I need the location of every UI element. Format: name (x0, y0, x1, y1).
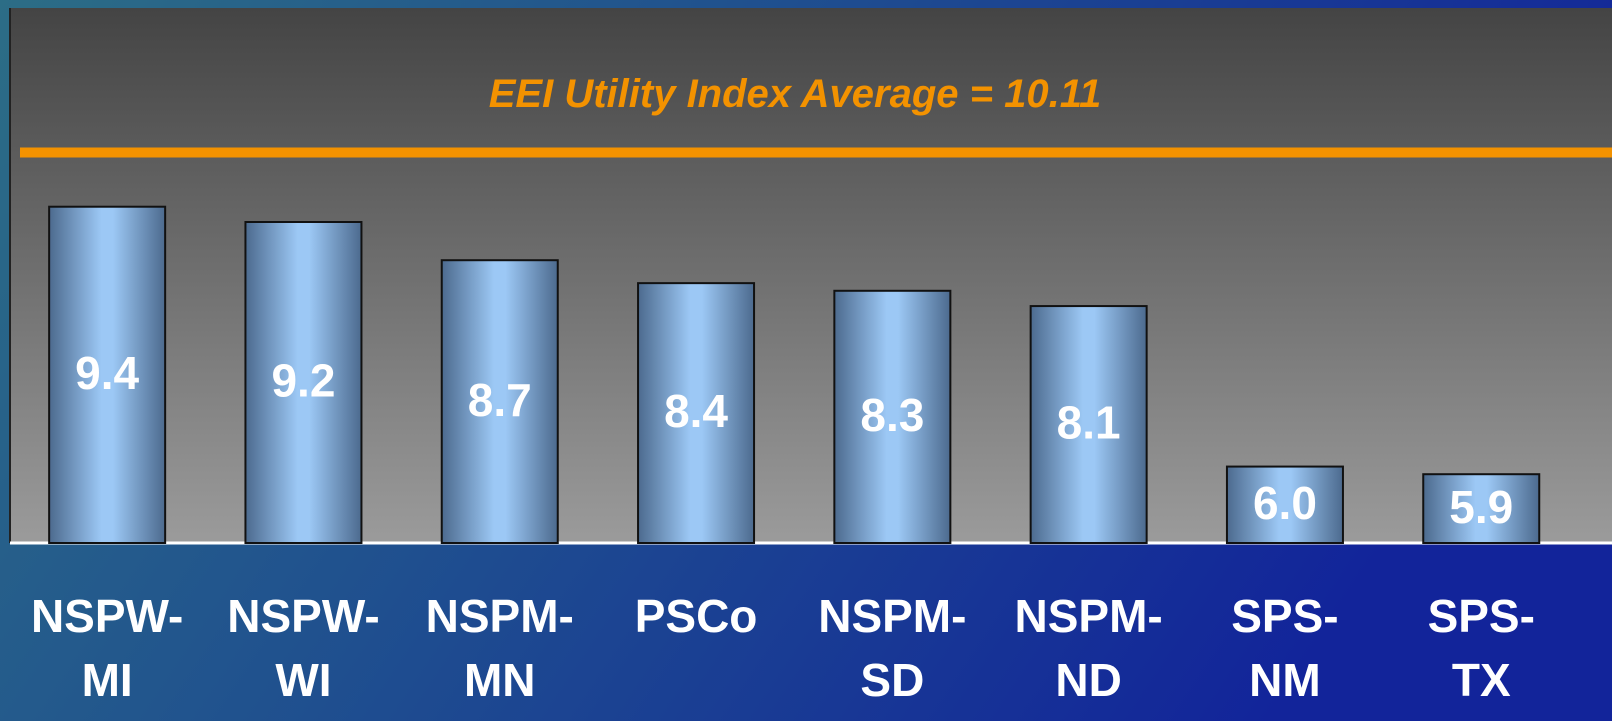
bar (1029, 305, 1148, 545)
bar (1422, 473, 1541, 545)
x-tick-line: NM (1249, 654, 1321, 706)
reference-label: EEI Utility Index Average = 10.11 (489, 72, 1102, 116)
x-tick-line: SPS- (1231, 590, 1338, 642)
x-tick-line: WI (275, 654, 331, 706)
value-label: 9.2 (271, 355, 335, 407)
bar (1225, 465, 1344, 545)
bar (440, 259, 559, 544)
x-tick-line: MN (464, 654, 536, 706)
x-tick-label: NSPM- SD (818, 590, 966, 706)
value-label: 8.4 (664, 385, 728, 437)
bar (244, 221, 363, 544)
x-tick-label: PSCo (635, 590, 758, 642)
x-tick-line: NSPW- (227, 590, 379, 642)
value-label: 9.4 (75, 347, 139, 399)
x-tick-label: NSPW- MI (31, 590, 183, 706)
bar (48, 205, 167, 544)
value-label: 8.1 (1057, 397, 1121, 449)
x-tick-label: NSPM- ND (1015, 590, 1163, 706)
x-tick-line: NSPM- (426, 590, 574, 642)
bar (833, 289, 952, 544)
x-tick-line: NSPM- (1015, 590, 1163, 642)
x-tick-line: ND (1055, 654, 1121, 706)
value-label: 8.3 (860, 389, 924, 441)
x-tick-label: NSPW- WI (227, 590, 379, 706)
x-tick-line: SD (860, 654, 924, 706)
x-tick-label: SPS- NM (1231, 590, 1338, 706)
x-tick-line: NSPW- (31, 590, 183, 642)
x-tick-line: SPS- (1428, 590, 1535, 642)
x-tick-label: NSPM- MN (426, 590, 574, 706)
x-tick-label: SPS- TX (1428, 590, 1535, 706)
x-tick-line: MI (82, 654, 133, 706)
value-label: 5.9 (1449, 481, 1513, 533)
bar (637, 282, 756, 544)
value-label: 6.0 (1253, 477, 1317, 529)
value-label: 8.7 (468, 374, 532, 426)
x-tick-line: TX (1452, 654, 1511, 706)
x-tick-line: NSPM- (818, 590, 966, 642)
x-tick-line: PSCo (635, 590, 758, 642)
